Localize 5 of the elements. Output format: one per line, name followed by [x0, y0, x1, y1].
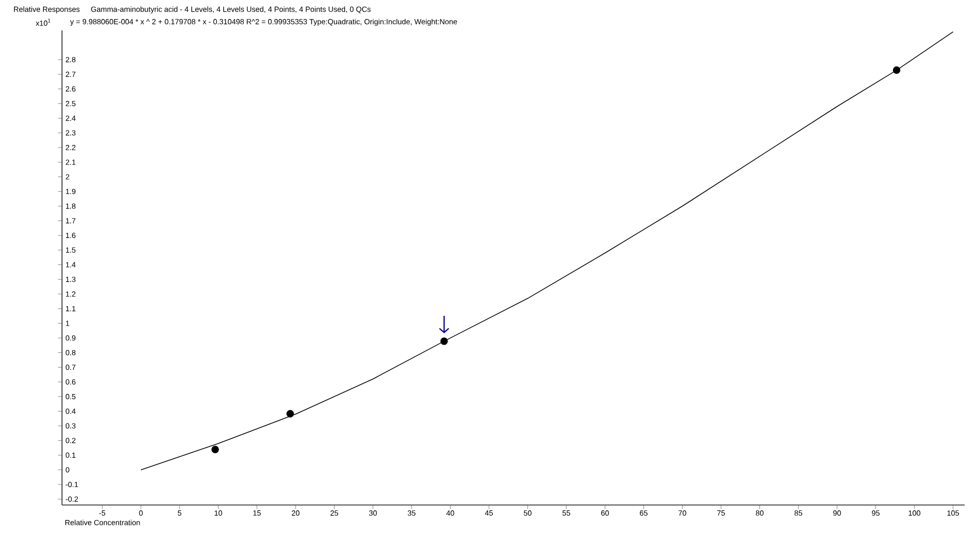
point: [286, 410, 294, 418]
point: [892, 66, 900, 74]
point: [211, 446, 219, 454]
point: [440, 337, 448, 345]
line-series: [140, 31, 954, 470]
